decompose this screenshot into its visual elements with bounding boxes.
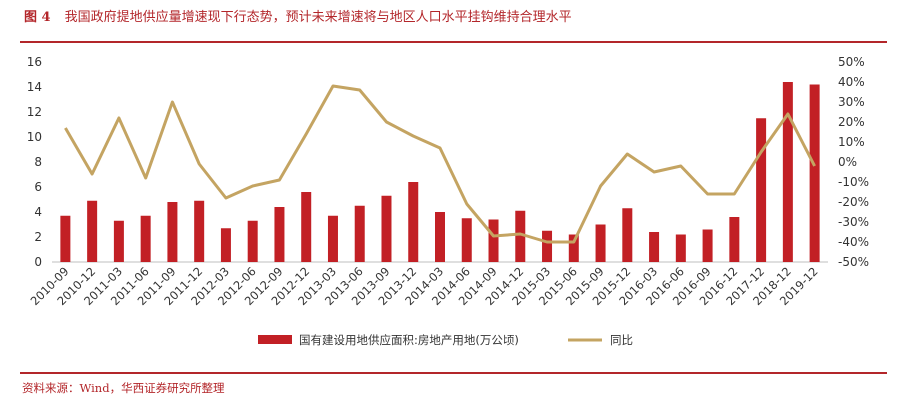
- left-axis-tick-label: 10: [27, 130, 42, 144]
- legend: 国有建设用地供应面积:房地产用地(万公顷) 同比: [258, 333, 633, 347]
- right-axis-tick-label: 0%: [838, 155, 857, 169]
- legend-bar-swatch: [258, 335, 292, 344]
- right-axis-tick-label: 40%: [838, 75, 865, 89]
- right-y-axis: 50% 40% 30% 20% 10% 0% -10% -20% -30% -40% -50%: [838, 55, 869, 269]
- bar: [381, 195, 392, 262]
- bar: [60, 215, 71, 262]
- right-axis-tick-label: 20%: [838, 115, 865, 129]
- right-axis-tick-label: -10%: [838, 175, 869, 189]
- combo-chart: 0 2 4 6 8 10 12 14 16 50% 40% 30% 20% 10% 0% -10% -20% -…: [27, 55, 869, 347]
- right-axis-tick-label: -40%: [838, 235, 869, 249]
- bar: [354, 205, 365, 262]
- bar: [461, 218, 472, 262]
- bar: [274, 207, 285, 262]
- bar: [649, 232, 660, 262]
- bar: [247, 220, 258, 262]
- bar: [756, 118, 767, 262]
- right-axis-tick-label: -30%: [838, 215, 869, 229]
- bar: [87, 200, 98, 262]
- right-axis-tick-label: 30%: [838, 95, 865, 109]
- bar: [809, 84, 820, 262]
- x-axis-labels: 2010-092010-122011-032011-062011-092011-…: [28, 264, 821, 308]
- bar: [675, 234, 686, 262]
- left-axis-tick-label: 12: [27, 105, 42, 119]
- right-axis-tick-label: -20%: [838, 195, 869, 209]
- legend-bar-label: 国有建设用地供应面积:房地产用地(万公顷): [299, 333, 519, 347]
- figure-title-text: 我国政府提地供应量增速现下行态势，预计未来增速将与地区人口水平挂钩维持合理水平: [64, 10, 572, 25]
- left-axis-tick-label: 8: [34, 155, 42, 169]
- source-note: 资料来源：Wind，华西证券研究所整理: [22, 381, 225, 395]
- title-divider: [20, 41, 887, 43]
- bar: [301, 192, 312, 262]
- bar: [595, 224, 606, 262]
- bar: [327, 215, 338, 262]
- right-axis-tick-label: 10%: [838, 135, 865, 149]
- figure-title: 图 4 我国政府提地供应量增速现下行态势，预计未来增速将与地区人口水平挂钩维持合理…: [24, 6, 572, 25]
- left-axis-tick-label: 0: [34, 255, 42, 269]
- bar: [515, 210, 526, 262]
- bar: [220, 228, 231, 262]
- bar: [542, 230, 553, 262]
- right-axis-tick-label: -50%: [838, 255, 869, 269]
- left-axis-tick-label: 4: [34, 205, 42, 219]
- left-axis-tick-label: 6: [34, 180, 42, 194]
- bar: [435, 212, 445, 262]
- bar-series: [60, 82, 820, 262]
- left-axis-tick-label: 16: [27, 55, 42, 69]
- left-y-axis: 0 2 4 6 8 10 12 14 16: [27, 55, 42, 269]
- bar: [167, 202, 178, 262]
- bar: [622, 208, 633, 262]
- bar: [140, 215, 151, 262]
- left-axis-tick-label: 2: [34, 230, 42, 244]
- bar: [408, 182, 419, 262]
- bar: [568, 234, 579, 262]
- legend-line-label: 同比: [610, 333, 633, 347]
- source-divider: [20, 372, 887, 374]
- right-axis-tick-label: 50%: [838, 55, 865, 69]
- bar: [194, 200, 205, 262]
- bar: [488, 219, 499, 262]
- bar: [782, 82, 793, 262]
- bar: [729, 217, 740, 262]
- figure-number: 图 4: [24, 10, 51, 25]
- left-axis-tick-label: 14: [27, 80, 42, 94]
- bar: [702, 229, 713, 262]
- bar: [113, 220, 124, 262]
